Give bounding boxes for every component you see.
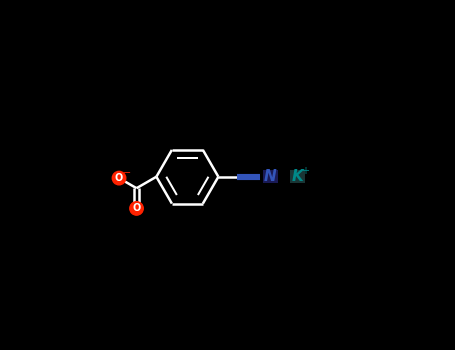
Circle shape — [112, 172, 126, 185]
FancyBboxPatch shape — [290, 170, 304, 183]
Text: −: − — [122, 168, 131, 178]
Circle shape — [130, 202, 143, 215]
Text: O: O — [115, 173, 123, 183]
Text: O: O — [132, 203, 141, 214]
FancyBboxPatch shape — [263, 170, 278, 183]
Text: K: K — [291, 169, 303, 184]
Text: N: N — [264, 169, 277, 184]
Text: +: + — [301, 166, 309, 176]
